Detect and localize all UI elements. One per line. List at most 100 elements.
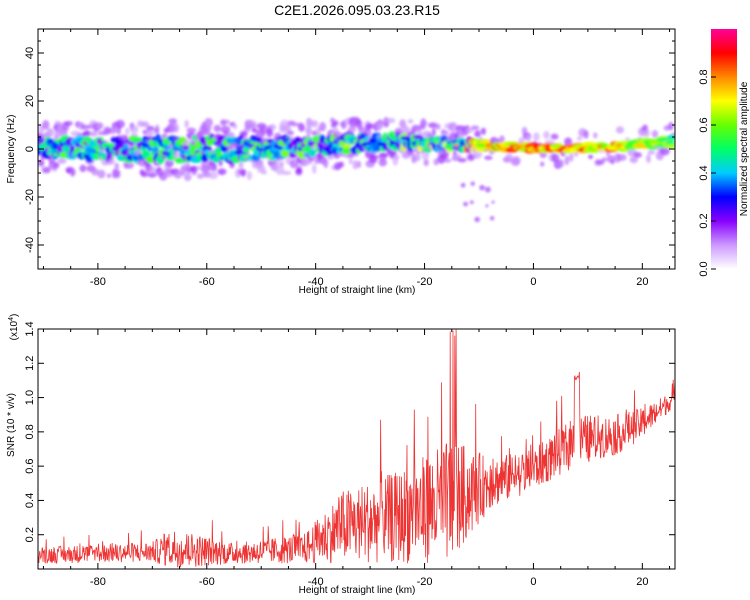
heat-blob <box>146 130 156 136</box>
heat-blob <box>246 170 253 181</box>
heat-blob <box>213 124 221 133</box>
heat-blob <box>115 119 125 129</box>
heat-blob <box>212 163 218 172</box>
heat-blob <box>469 200 474 205</box>
heat-blob <box>555 158 565 168</box>
colorbar-label: Normalized spectral amplitude <box>739 81 750 216</box>
snr-y-axis: 0.2 0.4 0.6 0.8 1.0 1.2 1.4 <box>24 321 675 542</box>
heat-blob <box>64 121 73 126</box>
heat-blob <box>394 127 403 133</box>
heat-blob <box>338 161 345 168</box>
heat-blob <box>452 153 462 160</box>
snr-x-axis-label: Height of straight line (km) <box>299 585 416 596</box>
colorbar-tick-label: 0.4 <box>698 165 710 180</box>
heat-blob <box>480 127 486 135</box>
heat-blob <box>280 149 291 158</box>
heat-blob <box>629 156 639 164</box>
heat-blob <box>376 123 382 131</box>
heat-blob <box>159 172 168 181</box>
heat-blob <box>588 154 594 160</box>
heat-blob <box>394 154 400 161</box>
heat-blob <box>83 130 91 137</box>
heat-blob <box>474 216 480 223</box>
heat-blob <box>564 155 570 166</box>
heat-blob <box>365 122 374 130</box>
heat-blob <box>413 153 421 162</box>
heat-blob <box>505 153 514 163</box>
heat-blob <box>310 120 319 128</box>
spectrogram-heat-layer <box>38 116 675 223</box>
heat-blob <box>470 125 480 131</box>
heat-blob <box>491 200 495 204</box>
heat-blob <box>200 153 209 163</box>
snr-y-axis-label: SNR (10 * v/v) <box>6 393 17 457</box>
heat-blob <box>341 143 352 150</box>
heat-blob <box>297 122 305 130</box>
heat-blob <box>615 126 625 134</box>
heat-blob <box>81 124 90 130</box>
spectrogram-panel: -80 -60 -40 -20 0 20 -40 -20 0 20 40 Height of st… <box>6 28 676 296</box>
heat-blob <box>568 152 574 162</box>
heat-blob <box>593 132 598 139</box>
heat-blob <box>95 122 104 129</box>
x-tick-label: -20 <box>417 276 433 288</box>
heat-blob <box>352 159 359 170</box>
heat-blob <box>289 159 299 169</box>
heat-blob <box>663 144 675 149</box>
heat-blob <box>643 128 650 138</box>
heat-blob <box>305 126 312 136</box>
y-tick-label: 20 <box>24 95 36 107</box>
heat-blob <box>261 169 268 175</box>
heat-blob <box>172 123 179 133</box>
heat-blob <box>217 168 227 176</box>
heat-blob <box>526 136 532 142</box>
heat-blob <box>183 172 192 182</box>
snr-multiplier-label: (x104) <box>8 314 20 341</box>
heat-blob <box>220 125 231 134</box>
heat-blob <box>236 145 242 152</box>
heat-blob <box>242 148 250 153</box>
heat-blob <box>533 132 540 141</box>
heat-blob <box>140 121 150 128</box>
heat-blob <box>69 169 76 176</box>
heat-blob <box>423 159 429 167</box>
heat-blob <box>308 148 317 158</box>
heat-blob <box>97 169 106 179</box>
heat-blob <box>79 164 87 173</box>
heat-blob <box>499 135 505 144</box>
y-tick-label: 40 <box>24 47 36 59</box>
heat-blob <box>91 167 99 176</box>
x-tick-label: 0 <box>530 576 536 588</box>
heat-blob <box>348 158 353 165</box>
y-tick-label: 0.4 <box>24 493 36 508</box>
heat-blob <box>550 133 559 140</box>
heat-blob <box>200 159 211 169</box>
snr-series-line <box>38 329 675 568</box>
heat-blob <box>238 161 244 169</box>
heat-blob <box>332 120 339 127</box>
colorbar: 0.0 0.2 0.4 0.6 0.8 Normalized spectral ampl… <box>698 29 750 277</box>
heat-blob <box>114 162 120 170</box>
heat-blob <box>610 159 615 165</box>
heat-blob <box>431 128 436 137</box>
x-tick-label: 20 <box>636 576 648 588</box>
heat-blob <box>647 150 655 155</box>
heat-blob <box>420 118 427 128</box>
heat-blob <box>46 127 54 138</box>
heat-blob <box>512 156 521 165</box>
x-tick-label: 0 <box>530 276 536 288</box>
heat-blob <box>279 161 284 167</box>
heat-blob <box>140 171 149 178</box>
x-tick-label: -40 <box>308 276 324 288</box>
heat-blob <box>106 173 112 178</box>
colorbar-tick-label: 0.6 <box>698 117 710 132</box>
heat-blob <box>232 123 238 130</box>
snr-x-axis: -80 -60 -40 -20 0 20 <box>42 329 671 588</box>
heat-blob <box>485 204 489 208</box>
heat-blob <box>457 158 467 163</box>
heat-blob <box>576 136 583 141</box>
heat-blob <box>378 158 388 167</box>
heat-blob <box>107 127 118 134</box>
heat-blob <box>125 161 134 169</box>
heat-blob <box>108 157 116 165</box>
